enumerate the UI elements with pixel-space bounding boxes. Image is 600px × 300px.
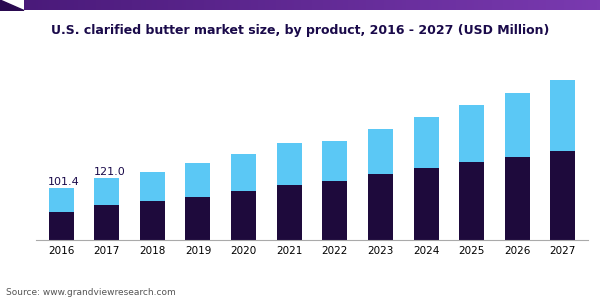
Text: 101.4: 101.4 xyxy=(49,177,80,187)
Bar xyxy=(231,154,256,191)
Bar xyxy=(185,196,211,240)
Bar xyxy=(231,191,256,240)
Bar xyxy=(140,172,165,201)
Bar xyxy=(459,162,484,240)
Bar xyxy=(505,93,530,157)
Text: Source: www.grandviewresearch.com: Source: www.grandviewresearch.com xyxy=(6,288,176,297)
Bar xyxy=(140,201,165,240)
Polygon shape xyxy=(0,0,24,11)
Bar xyxy=(550,152,575,240)
Bar xyxy=(277,143,302,185)
Bar xyxy=(459,105,484,162)
Bar xyxy=(368,175,393,240)
Bar xyxy=(277,185,302,240)
Bar xyxy=(94,178,119,205)
Bar xyxy=(49,188,74,212)
Text: 121.0: 121.0 xyxy=(94,167,125,176)
Bar xyxy=(550,80,575,152)
Bar xyxy=(413,117,439,168)
Legend: Conventional, Flavored: Conventional, Flavored xyxy=(221,298,403,300)
Bar xyxy=(94,205,119,240)
Bar xyxy=(322,141,347,181)
Bar xyxy=(368,130,393,175)
Bar xyxy=(322,181,347,240)
Bar xyxy=(49,212,74,240)
Text: U.S. clarified butter market size, by product, 2016 - 2027 (USD Million): U.S. clarified butter market size, by pr… xyxy=(51,24,549,37)
Bar xyxy=(185,163,211,196)
Bar xyxy=(413,168,439,240)
Bar xyxy=(505,157,530,240)
